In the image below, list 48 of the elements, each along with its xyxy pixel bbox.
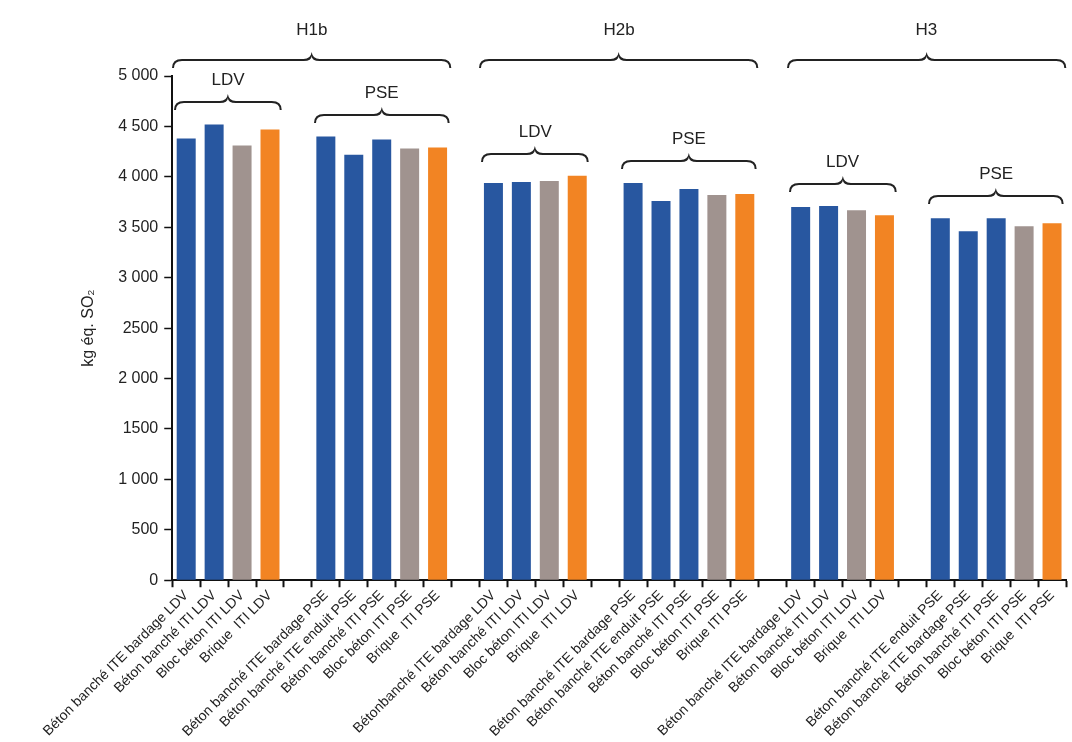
annotation: PSE <box>671 128 706 149</box>
bar <box>1042 223 1062 580</box>
bar <box>651 201 671 580</box>
bar <box>204 124 224 580</box>
bar <box>791 207 811 580</box>
y-tick-label: 2 000 <box>118 368 159 386</box>
y-tick-label: 3 500 <box>118 217 159 235</box>
annotation: LDV <box>826 152 860 173</box>
y-tick-label: 500 <box>131 520 159 538</box>
y-tick-label: 4 000 <box>118 167 159 185</box>
bar <box>260 129 280 580</box>
text: H2b <box>603 20 635 40</box>
bar <box>428 147 448 580</box>
bar <box>232 145 252 580</box>
bar <box>372 139 392 580</box>
bar <box>847 210 867 580</box>
y-tick-label: 1500 <box>122 419 159 437</box>
y-tick-label: 4 500 <box>118 116 159 134</box>
bar <box>958 231 978 580</box>
y-tick-label: 1 000 <box>118 469 159 487</box>
bar <box>986 218 1006 580</box>
y-axis-title: kg éq. SO₂ <box>79 289 97 367</box>
annotation: LDV <box>211 70 245 91</box>
annotation: PSE <box>364 82 399 103</box>
bar <box>344 154 364 580</box>
annotation: PSE <box>979 164 1014 185</box>
bar <box>819 206 839 580</box>
bar <box>483 182 503 580</box>
bar <box>539 180 559 580</box>
y-tick-label: 3 000 <box>118 268 159 286</box>
bar <box>400 148 420 580</box>
bar <box>511 181 531 580</box>
bar <box>1014 226 1034 580</box>
bar <box>707 195 727 580</box>
text: H3 <box>915 20 938 40</box>
bar <box>623 182 643 580</box>
y-tick-label: 0 <box>149 570 159 588</box>
bar <box>874 215 894 580</box>
y-tick-label: 2500 <box>122 318 159 336</box>
y-tick-label: 5 000 <box>118 66 159 84</box>
bar <box>679 188 699 580</box>
bar <box>930 218 950 580</box>
text: H1b <box>296 20 328 40</box>
bar <box>316 136 336 580</box>
bar <box>176 138 196 580</box>
annotation: LDV <box>518 121 552 142</box>
bar <box>567 175 587 580</box>
bar <box>735 193 755 580</box>
